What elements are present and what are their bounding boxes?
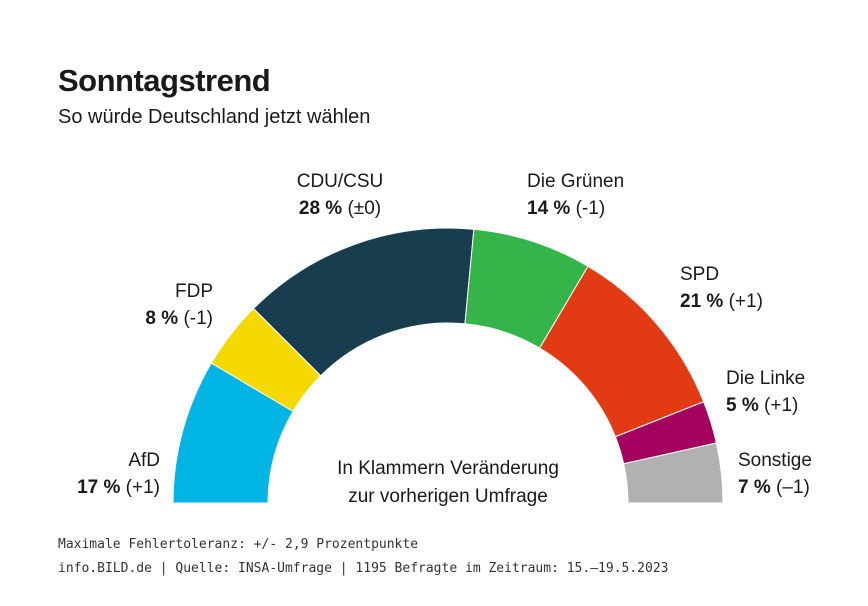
category-label: SPD [680,264,719,285]
value-label: 14 % (-1) [527,198,605,219]
change: (+1) [764,395,798,416]
change: (-1) [183,308,213,329]
change: (+1) [126,477,160,498]
value: 17 % [77,477,120,498]
change: (+1) [729,291,763,312]
footnote: info.BILD.de | Quelle: INSA-Umfrage | 11… [58,561,668,576]
chart-subtitle: So würde Deutschland jetzt wählen [58,106,370,128]
category-label: FDP [175,281,213,302]
category-label: CDU/CSU [297,171,384,192]
category-label: Die Grünen [527,171,624,192]
chart-title: Sonntagstrend [58,63,270,98]
value-label: 21 % (+1) [680,291,763,312]
category-label: AfD [128,450,160,471]
footnote: Maximale Fehlertoleranz: +/- 2,9 Prozent… [58,537,418,552]
value-label: 17 % (+1) [77,477,160,498]
change: (±0) [347,198,381,219]
change: (–1) [776,477,810,498]
value-label: 7 % (–1) [738,477,810,498]
value-label: 28 % (±0) [299,198,381,219]
slice [623,442,724,504]
value: 7 % [738,477,771,498]
value: 5 % [726,395,759,416]
note: In Klammern Veränderung [337,458,559,479]
value: 14 % [527,198,570,219]
value-label: 8 % (-1) [145,308,213,329]
change: (-1) [576,198,606,219]
value: 28 % [299,198,342,219]
category-label: Die Linke [726,368,805,389]
value-label: 5 % (+1) [726,395,798,416]
note: zur vorherigen Umfrage [348,486,548,507]
category-label: Sonstige [738,450,812,471]
value: 8 % [145,308,178,329]
value: 21 % [680,291,723,312]
